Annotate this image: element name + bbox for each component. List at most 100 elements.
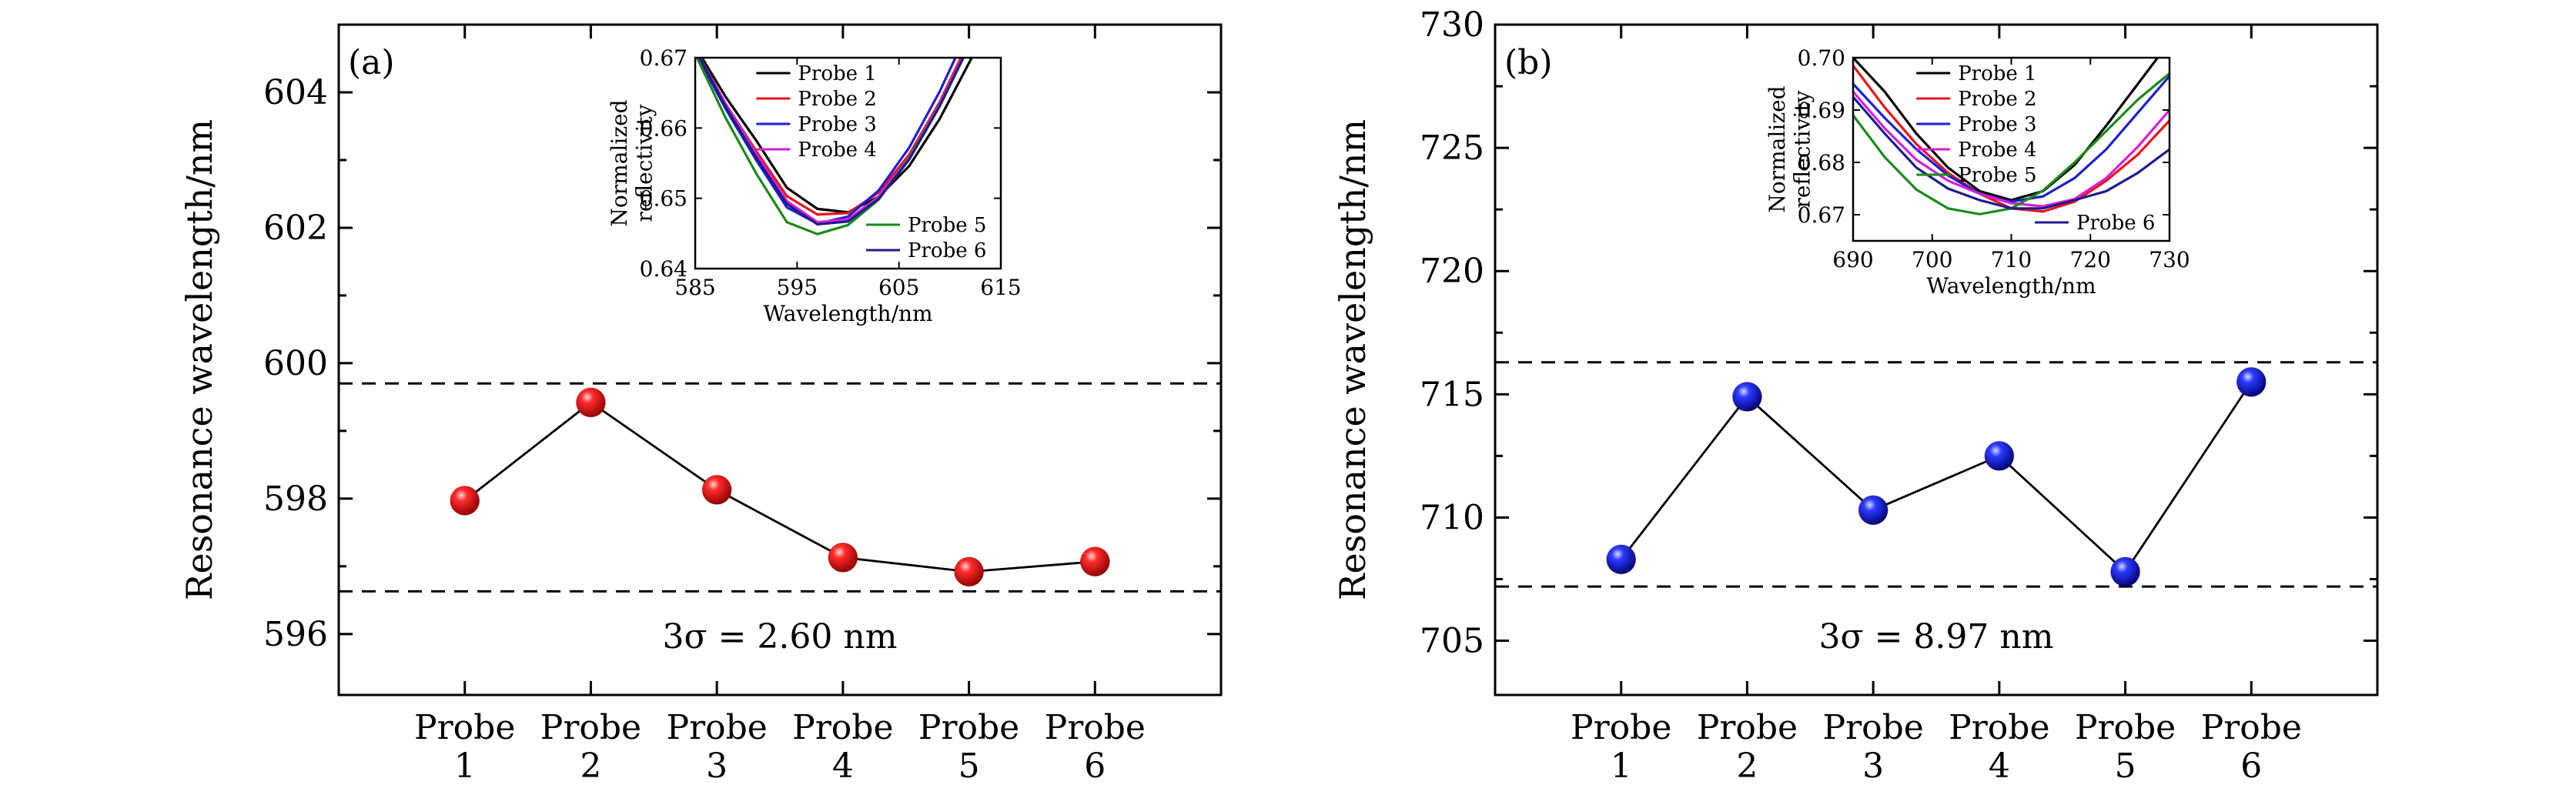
inset-x-tick-label: 710 xyxy=(1991,247,2032,272)
legend-label: Probe 2 xyxy=(1958,88,2036,111)
inset-curve-probe-6 xyxy=(1853,95,2170,210)
x-category-label-line: Probe xyxy=(2075,708,2176,747)
inset-frame xyxy=(694,56,1002,270)
sigma-annotation: 3σ = 8.97 nm xyxy=(1819,617,2054,656)
x-category-label-line: 3 xyxy=(1862,747,1884,786)
inset-y-axis-title: Normalizedreflectivity xyxy=(1765,85,1815,212)
x-category-label-line: 6 xyxy=(2240,747,2262,786)
x-category-label: Probe 4 xyxy=(1949,708,2049,786)
legend-label: Probe 2 xyxy=(798,88,876,111)
inset-y-tick-label: 0.67 xyxy=(640,45,687,71)
inset-y-axis-title-line: Normalized xyxy=(1765,85,1790,212)
x-category-label: Probe 1 xyxy=(414,708,515,786)
panel-a: 596 598 600 602 604 Resonance wavelength/nm Pr… xyxy=(179,23,1223,786)
legend-label: Probe 4 xyxy=(798,139,876,162)
plot-frame xyxy=(1494,23,2379,696)
data-point xyxy=(828,542,858,573)
data-point xyxy=(2236,366,2267,397)
inset-x-tick-label: 700 xyxy=(1912,247,1952,272)
data-point xyxy=(450,485,480,516)
series-line xyxy=(1620,381,2253,574)
inset-curve-probe-1 xyxy=(1853,58,2159,202)
x-category-label: Probe 3 xyxy=(666,708,767,786)
x-category-label-line: Probe xyxy=(666,708,767,747)
legend-label: Probe 5 xyxy=(1958,164,2036,187)
y-tick-label: 602 xyxy=(263,209,328,248)
sigma-annotation: 3σ = 2.60 nm xyxy=(663,617,898,656)
inset-y-tick-label: 0.67 xyxy=(1798,202,1845,228)
inset-y-axis-title-line: reflectivity xyxy=(1789,90,1815,208)
series-line xyxy=(463,401,1096,573)
inset-y-axis-title: Normalizedreflectivity xyxy=(607,99,657,226)
legend-label: Probe 3 xyxy=(1958,113,2036,136)
data-point xyxy=(1984,440,2015,471)
y-tick-label: 604 xyxy=(263,73,328,112)
x-category-label-line: 6 xyxy=(1084,747,1106,786)
y-tick-label: 710 xyxy=(1420,498,1484,537)
inset-y-axis-title-line: Normalized xyxy=(607,99,632,226)
legend-label: Probe 1 xyxy=(798,62,876,85)
y-tick-label: 715 xyxy=(1420,375,1484,414)
inset-curves xyxy=(1853,58,2170,215)
y-tick-label: 720 xyxy=(1420,252,1484,291)
data-point xyxy=(1731,382,1762,413)
x-category-label-line: Probe xyxy=(414,708,515,747)
y-tick-label: 705 xyxy=(1420,622,1484,661)
inset-x-tick-label: 690 xyxy=(1832,247,1873,272)
x-category-label-line: Probe xyxy=(1045,708,1146,747)
inset-curve-probe-3 xyxy=(1853,75,2170,203)
inset-y-tick-label: 0.66 xyxy=(640,115,687,141)
x-category-label-line: Probe xyxy=(918,708,1019,747)
inset-x-tick-label: 730 xyxy=(2149,247,2190,272)
data-point xyxy=(1079,546,1110,577)
data-point xyxy=(575,387,606,418)
inset-chart: 585 595 605 615 0.64 0.65 0.66 0.67 Wavelength/n… xyxy=(607,45,1022,326)
inset-curves xyxy=(695,58,973,235)
x-category-label-line: Probe xyxy=(1697,708,1798,747)
x-category-label-line: 4 xyxy=(832,747,854,786)
legend-label: Probe 4 xyxy=(1958,139,2036,162)
x-category-label-line: 2 xyxy=(1736,747,1758,786)
x-category-label: Probe 2 xyxy=(1697,708,1798,786)
panel-b: 705 710 715 720 725 730 Resonance wavelength/n… xyxy=(1332,5,2379,786)
x-category-label-line: 5 xyxy=(2115,747,2136,786)
inset-x-tick-label: 585 xyxy=(674,275,715,300)
inset-curve-probe-4 xyxy=(698,58,964,224)
inset-curve-probe-4 xyxy=(1853,91,2170,208)
inset-x-tick-label: 615 xyxy=(980,275,1021,300)
x-category-label-line: Probe xyxy=(1949,708,2049,747)
inset-y-tick-label: 0.70 xyxy=(1798,45,1845,71)
x-category-label: Probe 6 xyxy=(1045,708,1146,786)
x-category-label: Probe 2 xyxy=(540,708,641,786)
y-tick-label: 600 xyxy=(263,344,328,383)
data-point xyxy=(1606,544,1637,575)
data-point xyxy=(1858,495,1889,526)
x-category-label-line: Probe xyxy=(792,708,893,747)
panel-tag: (a) xyxy=(348,43,395,82)
inset-curve-probe-6 xyxy=(698,58,965,226)
legend-label: Probe 3 xyxy=(798,113,876,136)
legend-label: Probe 6 xyxy=(2076,212,2155,235)
x-category-label: Probe 6 xyxy=(2201,708,2302,786)
legend-label: Probe 6 xyxy=(908,239,986,262)
inset-x-tick-label: 595 xyxy=(777,275,818,300)
inset-curve-probe-3 xyxy=(697,58,957,225)
x-category-label-line: 5 xyxy=(958,747,980,786)
y-tick-label: 596 xyxy=(263,615,328,654)
x-category-label: Probe 5 xyxy=(2075,708,2176,786)
inset-x-tick-label: 605 xyxy=(878,275,919,300)
x-category-label: Probe 3 xyxy=(1822,708,1923,786)
x-category-label: Probe 4 xyxy=(792,708,893,786)
x-category-label-line: Probe xyxy=(540,708,641,747)
x-category-label-line: 1 xyxy=(1611,747,1632,786)
x-category-label-line: 1 xyxy=(454,747,476,786)
y-tick-label: 730 xyxy=(1420,5,1484,45)
data-point xyxy=(2110,556,2141,587)
inset-y-tick-label: 0.64 xyxy=(640,256,687,282)
y-axis-title: Resonance wavelength/nm xyxy=(179,119,220,600)
legend-label: Probe 5 xyxy=(908,214,986,237)
inset-x-axis-title: Wavelength/nm xyxy=(763,301,932,326)
panel-tag: (b) xyxy=(1504,43,1553,82)
inset-y-tick-label: 0.68 xyxy=(1798,150,1845,175)
